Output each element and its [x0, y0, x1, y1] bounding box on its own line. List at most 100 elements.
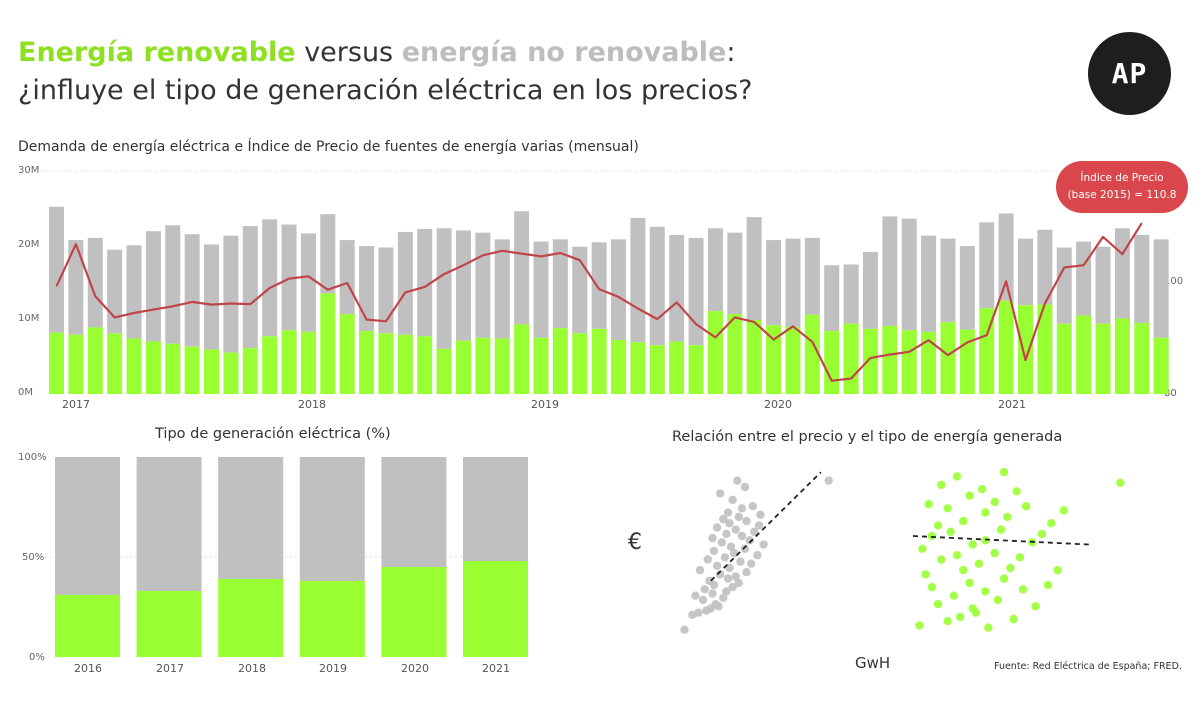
scatter-point-nonrenewable	[742, 568, 751, 577]
pct-chart-title: Tipo de generación eléctrica (%)	[155, 426, 391, 442]
scatter-point-nonrenewable	[700, 585, 709, 594]
bar-renewable	[785, 326, 801, 394]
bar-nonrenewable	[378, 247, 394, 334]
bar-nonrenewable	[785, 238, 801, 327]
scatter-point-nonrenewable	[717, 538, 726, 547]
bar-renewable	[68, 334, 84, 394]
y-tick-20m: 20M	[18, 239, 40, 250]
scatter-point-renewable	[927, 582, 937, 592]
bar-nonrenewable	[940, 238, 956, 323]
scatter-point-renewable	[952, 551, 962, 560]
scatter-point-renewable	[1018, 585, 1028, 594]
scatter-point-renewable	[933, 521, 943, 530]
scatter-point-nonrenewable	[754, 521, 764, 530]
title-renewable: Energía renovable	[18, 37, 296, 68]
scatter-point-nonrenewable	[740, 544, 750, 553]
bar-renewable	[901, 330, 917, 394]
bar-nonrenewable	[611, 239, 627, 340]
scatter-point-renewable	[959, 565, 968, 575]
bar-renewable	[1153, 337, 1169, 394]
pct-bar-renewable	[299, 581, 365, 657]
scatter-point-nonrenewable	[726, 542, 736, 551]
pct-x-2021: 2021	[482, 662, 510, 675]
price-index-line	[55, 222, 1143, 382]
bar-nonrenewable	[688, 237, 704, 346]
bar-renewable	[1134, 322, 1150, 394]
scatter-point-nonrenewable	[824, 476, 833, 485]
scatter-point-renewable	[918, 544, 927, 553]
scatter-point-renewable	[984, 623, 993, 632]
bar-nonrenewable	[300, 233, 316, 332]
bar-nonrenewable	[979, 222, 995, 309]
bar-renewable	[223, 352, 239, 394]
bar-renewable	[804, 314, 820, 394]
pct-bar-renewable	[218, 579, 284, 657]
scatter-point-renewable	[1047, 519, 1056, 528]
bar-renewable	[145, 341, 161, 394]
bar-nonrenewable	[145, 231, 161, 342]
scatter-point-nonrenewable	[748, 502, 757, 511]
scatter-point-nonrenewable	[756, 510, 765, 519]
scatter-point-nonrenewable	[705, 576, 714, 585]
bar-renewable	[1037, 304, 1053, 394]
pct-bar-renewable	[381, 567, 447, 657]
bar-nonrenewable	[1095, 246, 1111, 324]
bar-nonrenewable	[707, 228, 723, 312]
y-right-tick-80: 80	[1164, 388, 1177, 399]
scatter-point-nonrenewable	[720, 553, 730, 562]
scatter-point-renewable	[933, 600, 943, 609]
bar-nonrenewable	[417, 228, 433, 337]
bar-nonrenewable	[1056, 247, 1072, 324]
bar-renewable	[87, 327, 103, 394]
scatter-point-nonrenewable	[740, 482, 750, 492]
bar-nonrenewable	[727, 232, 743, 315]
scatter-point-nonrenewable	[736, 557, 745, 566]
bar-renewable	[649, 345, 665, 394]
pct-x-2018: 2018	[238, 662, 266, 675]
scatter-point-renewable	[974, 559, 984, 568]
trend-line-nonrenewable	[710, 471, 822, 582]
bar-renewable	[998, 300, 1014, 394]
pct-bar-renewable	[463, 561, 528, 657]
bar-nonrenewable	[533, 241, 549, 338]
bar-nonrenewable	[804, 237, 820, 315]
scatter-point-nonrenewable	[747, 559, 756, 568]
bar-renewable	[843, 323, 859, 394]
bar-nonrenewable	[572, 246, 588, 334]
scatter-point-renewable	[943, 617, 952, 626]
scatter-point-nonrenewable	[725, 519, 734, 528]
bar-renewable	[1056, 323, 1072, 394]
bar-renewable	[436, 348, 452, 394]
bar-nonrenewable	[843, 264, 859, 324]
scatter-point-nonrenewable	[712, 561, 722, 570]
scatter-point-renewable	[959, 516, 968, 526]
scatter-point-nonrenewable	[694, 608, 703, 617]
pct-bar-nonrenewable	[55, 457, 120, 595]
bar-nonrenewable	[766, 240, 782, 326]
bar-nonrenewable	[87, 237, 103, 328]
bar-renewable	[688, 345, 704, 394]
title-line2: ¿influye el tipo de generación eléctrica…	[18, 75, 753, 106]
pct-bar-renewable	[136, 591, 202, 657]
scatter-point-renewable	[1116, 478, 1125, 487]
bar-renewable	[862, 328, 878, 394]
bar-nonrenewable	[455, 230, 471, 341]
source-note: Fuente: Red Eléctrica de España; FRED.	[994, 661, 1182, 672]
scatter-point-nonrenewable	[753, 551, 762, 560]
bar-nonrenewable	[165, 225, 181, 344]
scatter-point-renewable	[1009, 614, 1018, 624]
scatter-point-nonrenewable	[708, 589, 717, 598]
bar-nonrenewable	[649, 226, 665, 346]
scatter-point-renewable	[1006, 563, 1015, 573]
bar-renewable	[242, 348, 258, 394]
bar-renewable	[378, 333, 394, 394]
scatter-point-renewable	[1031, 602, 1040, 611]
y-tick-10m: 10M	[18, 313, 40, 324]
bar-renewable	[107, 333, 123, 394]
bar-nonrenewable	[494, 239, 510, 339]
bar-renewable	[707, 311, 723, 394]
callout-line1: Índice de Precio	[1080, 172, 1164, 184]
bar-renewable	[339, 314, 355, 394]
title-nonrenewable: energía no renovable	[401, 37, 727, 68]
